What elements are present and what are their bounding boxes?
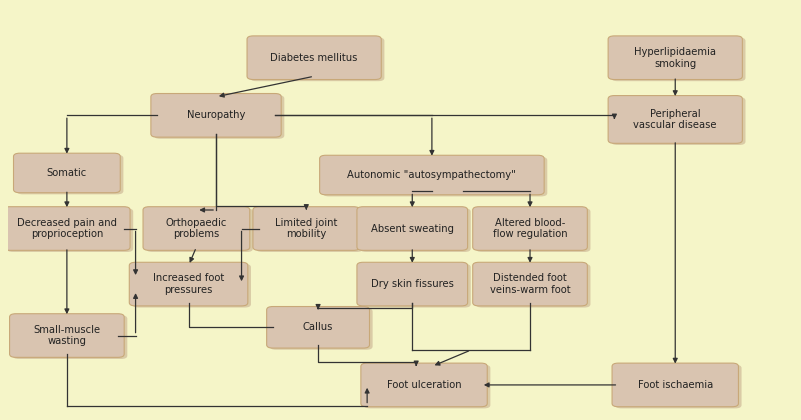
- FancyBboxPatch shape: [270, 308, 372, 350]
- FancyBboxPatch shape: [476, 208, 590, 252]
- FancyBboxPatch shape: [361, 363, 487, 407]
- FancyBboxPatch shape: [253, 207, 360, 250]
- FancyBboxPatch shape: [608, 96, 743, 143]
- Text: Dry skin fissures: Dry skin fissures: [371, 279, 453, 289]
- FancyBboxPatch shape: [476, 264, 590, 307]
- FancyBboxPatch shape: [611, 97, 746, 145]
- FancyBboxPatch shape: [151, 94, 281, 137]
- FancyBboxPatch shape: [357, 262, 468, 306]
- Text: Diabetes mellitus: Diabetes mellitus: [271, 52, 358, 63]
- FancyBboxPatch shape: [14, 153, 120, 193]
- Text: Small-muscle
wasting: Small-muscle wasting: [34, 325, 100, 346]
- FancyBboxPatch shape: [611, 37, 746, 81]
- Text: Orthopaedic
problems: Orthopaedic problems: [166, 218, 227, 239]
- FancyBboxPatch shape: [612, 363, 739, 407]
- Text: Distended foot
veins-warm foot: Distended foot veins-warm foot: [489, 273, 570, 295]
- Text: Neuropathy: Neuropathy: [187, 110, 245, 121]
- Text: Foot ulceration: Foot ulceration: [387, 380, 461, 390]
- Text: Somatic: Somatic: [46, 168, 87, 178]
- FancyBboxPatch shape: [473, 207, 587, 250]
- FancyBboxPatch shape: [473, 262, 587, 306]
- FancyBboxPatch shape: [364, 365, 490, 408]
- FancyBboxPatch shape: [132, 264, 251, 307]
- FancyBboxPatch shape: [4, 207, 130, 250]
- FancyBboxPatch shape: [146, 208, 253, 252]
- Text: Autonomic "autosympathectomy": Autonomic "autosympathectomy": [348, 170, 517, 180]
- FancyBboxPatch shape: [154, 95, 284, 139]
- FancyBboxPatch shape: [608, 36, 743, 79]
- Text: Absent sweating: Absent sweating: [371, 223, 454, 234]
- FancyBboxPatch shape: [357, 207, 468, 250]
- FancyBboxPatch shape: [129, 262, 248, 306]
- FancyBboxPatch shape: [256, 208, 363, 252]
- Text: Peripheral
vascular disease: Peripheral vascular disease: [634, 109, 717, 130]
- FancyBboxPatch shape: [360, 208, 471, 252]
- FancyBboxPatch shape: [323, 157, 547, 197]
- Text: Decreased pain and
proprioception: Decreased pain and proprioception: [17, 218, 117, 239]
- FancyBboxPatch shape: [320, 155, 544, 195]
- FancyBboxPatch shape: [250, 37, 384, 81]
- FancyBboxPatch shape: [17, 155, 123, 194]
- Text: Limited joint
mobility: Limited joint mobility: [275, 218, 337, 239]
- FancyBboxPatch shape: [13, 315, 127, 359]
- FancyBboxPatch shape: [615, 365, 742, 408]
- Text: Callus: Callus: [303, 322, 333, 332]
- FancyBboxPatch shape: [143, 207, 250, 250]
- FancyBboxPatch shape: [360, 264, 471, 307]
- FancyBboxPatch shape: [10, 314, 124, 357]
- FancyBboxPatch shape: [267, 307, 369, 348]
- Text: Increased foot
pressures: Increased foot pressures: [153, 273, 224, 295]
- Text: Hyperlipidaemia
smoking: Hyperlipidaemia smoking: [634, 47, 716, 68]
- FancyBboxPatch shape: [247, 36, 381, 79]
- Text: Foot ischaemia: Foot ischaemia: [638, 380, 713, 390]
- FancyBboxPatch shape: [7, 208, 133, 252]
- Text: Altered blood-
flow regulation: Altered blood- flow regulation: [493, 218, 567, 239]
